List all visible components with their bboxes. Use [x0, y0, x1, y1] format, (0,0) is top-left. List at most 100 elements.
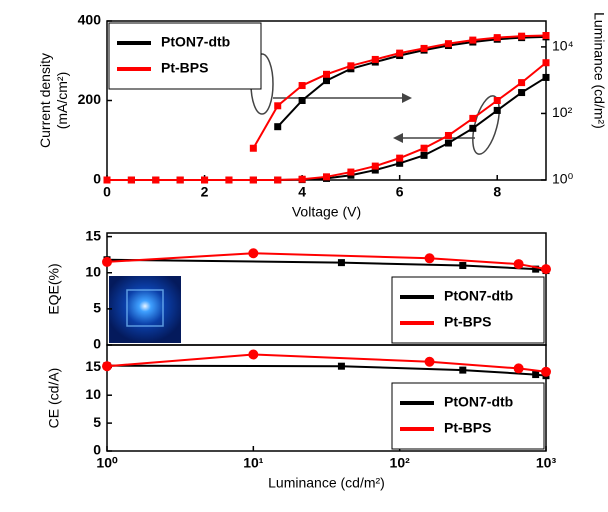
- annotation-arrowhead: [393, 133, 403, 143]
- marker: [249, 144, 257, 152]
- x-tick-label: 10⁰: [96, 455, 118, 471]
- marker: [323, 173, 330, 181]
- legend-label: PtON7-dtb: [161, 34, 230, 50]
- marker: [274, 102, 282, 110]
- y-axis-label: Current density: [37, 53, 53, 148]
- y-tick-label: 10: [85, 386, 101, 402]
- legend-box: [391, 276, 545, 344]
- y2-tick-label: 10⁴: [552, 38, 574, 54]
- marker: [518, 79, 526, 87]
- y-tick-label: 5: [93, 300, 101, 316]
- series-line: [107, 76, 547, 181]
- marker: [102, 361, 112, 372]
- legend-label: Pt-BPS: [161, 60, 208, 76]
- marker: [493, 34, 501, 42]
- marker: [493, 106, 501, 114]
- marker: [541, 264, 551, 275]
- series-line: [106, 353, 547, 373]
- marker: [518, 89, 526, 97]
- y-tick-label: 0: [93, 442, 101, 458]
- marker: [420, 44, 428, 52]
- marker: [424, 253, 435, 264]
- marker: [152, 176, 160, 184]
- marker: [371, 55, 379, 63]
- marker: [469, 124, 477, 132]
- y2-tick-label: 10²: [552, 104, 573, 120]
- y-axis-label: EQE(%): [46, 263, 62, 314]
- marker: [444, 40, 452, 48]
- marker: [298, 175, 306, 183]
- marker: [347, 168, 355, 176]
- series-line: [276, 35, 547, 128]
- marker: [371, 166, 379, 174]
- marker: [420, 151, 428, 159]
- y-tick-label: 0: [93, 336, 101, 352]
- marker: [513, 259, 524, 270]
- marker: [493, 97, 501, 104]
- marker: [396, 49, 404, 57]
- y-axis-label: (mA/cm²): [54, 72, 70, 130]
- y-tick-label: 15: [85, 358, 101, 374]
- annotation-ellipse: [472, 95, 500, 155]
- x-tick-label: 8: [493, 184, 501, 200]
- x-tick-label: 10¹: [243, 455, 264, 471]
- y-tick-label: 5: [93, 414, 101, 430]
- y-tick-label: 200: [78, 91, 102, 107]
- legend-label: Pt-BPS: [444, 420, 491, 436]
- marker: [298, 96, 306, 104]
- legend-label: PtON7-dtb: [444, 288, 513, 304]
- x-tick-label: 2: [201, 184, 209, 200]
- marker: [371, 162, 379, 170]
- legend-box: [391, 382, 545, 450]
- marker: [459, 262, 467, 270]
- marker: [420, 144, 428, 152]
- marker: [518, 32, 526, 40]
- marker: [248, 349, 259, 360]
- marker: [396, 154, 404, 162]
- y-tick-label: 10: [85, 263, 101, 279]
- marker: [444, 139, 452, 147]
- legend-box: [108, 22, 262, 90]
- y2-tick-label: 10⁰: [552, 171, 574, 187]
- marker: [127, 176, 135, 184]
- marker: [459, 366, 467, 374]
- annotation-arrowhead: [402, 93, 412, 103]
- marker: [542, 73, 550, 81]
- marker: [541, 366, 551, 377]
- legend-label: PtON7-dtb: [444, 394, 513, 410]
- marker: [513, 363, 524, 374]
- marker: [298, 82, 306, 90]
- marker: [542, 59, 550, 67]
- marker: [469, 36, 477, 44]
- marker: [542, 31, 550, 39]
- marker: [176, 176, 184, 184]
- marker: [337, 362, 345, 370]
- marker: [532, 371, 540, 379]
- marker: [249, 176, 257, 184]
- marker: [274, 123, 282, 131]
- marker: [469, 114, 477, 122]
- marker: [225, 176, 233, 184]
- marker: [323, 77, 330, 85]
- x-tick-label: 0: [103, 184, 111, 200]
- x-tick-label: 10²: [390, 455, 411, 471]
- marker: [103, 176, 111, 184]
- x-tick-label: 4: [298, 184, 306, 200]
- y-tick-label: 0: [93, 171, 101, 187]
- marker: [102, 256, 112, 267]
- marker: [248, 248, 259, 259]
- marker: [347, 62, 355, 70]
- x-axis-label: Voltage (V): [292, 204, 361, 220]
- marker: [424, 356, 435, 367]
- marker: [274, 176, 282, 184]
- y-axis-label: CE (cd/A): [46, 368, 62, 429]
- device-photo-frame: [126, 289, 164, 327]
- marker: [444, 131, 452, 139]
- plot-frame: [106, 344, 547, 452]
- marker: [201, 176, 209, 184]
- marker: [532, 265, 540, 273]
- series-line: [106, 364, 547, 377]
- y-tick-label: 400: [78, 12, 102, 28]
- y2-axis-label: Luminance (cd/m²): [591, 12, 607, 129]
